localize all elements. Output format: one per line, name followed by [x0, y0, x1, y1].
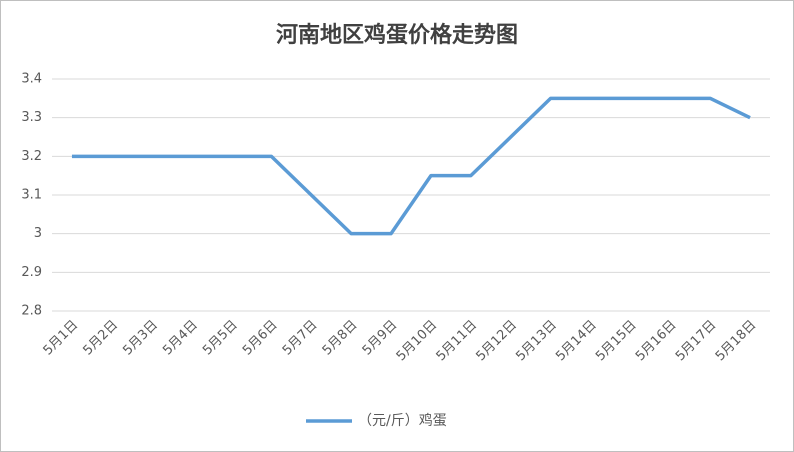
y-tick-label: 3.4 [21, 72, 42, 87]
chart-title: 河南地区鸡蛋价格走势图 [276, 22, 518, 48]
y-tick-label: 2.9 [21, 265, 42, 280]
y-tick-label: 2.8 [21, 304, 42, 319]
y-tick-label: 3.2 [21, 149, 42, 164]
data-line [71, 96, 751, 236]
y-tick-label: 3 [34, 226, 42, 241]
legend-label: （元/斤）鸡蛋 [358, 412, 447, 429]
y-tick-label: 3.1 [21, 188, 42, 203]
y-tick-label: 3.3 [21, 110, 42, 125]
